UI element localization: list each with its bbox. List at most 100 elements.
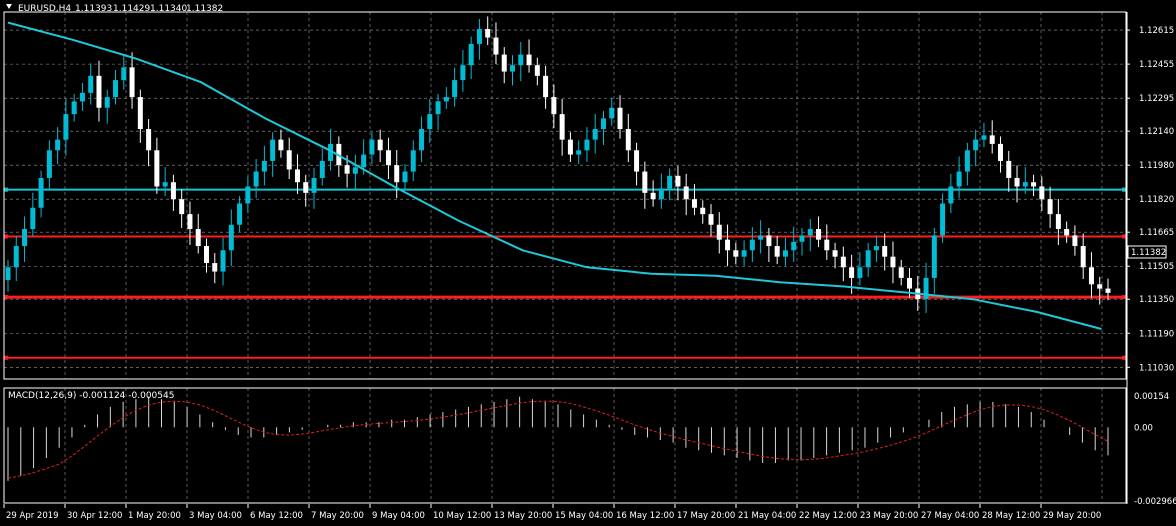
line-handle[interactable] bbox=[1122, 295, 1126, 300]
candle-body bbox=[708, 214, 714, 225]
candles bbox=[5, 16, 1111, 314]
time-tick-label: 16 May 12:00 bbox=[616, 511, 674, 521]
candle-body bbox=[1097, 284, 1103, 289]
ohlc-high: 1.11429 bbox=[113, 4, 150, 14]
candle-body bbox=[840, 256, 846, 268]
candle-body bbox=[799, 235, 805, 242]
price-tick-label: 1.11820 bbox=[1139, 195, 1174, 205]
candle-body bbox=[857, 267, 863, 278]
current-price-label: 1.11382 bbox=[1131, 248, 1166, 258]
candle-body bbox=[948, 186, 954, 204]
candle-body bbox=[402, 171, 408, 183]
candle-body bbox=[228, 224, 234, 251]
price-tick-label: 1.11505 bbox=[1139, 262, 1174, 272]
candle-body bbox=[245, 186, 251, 204]
candle-body bbox=[187, 214, 193, 230]
price-tick-label: 1.12455 bbox=[1139, 60, 1174, 70]
price-tick-label: 1.11665 bbox=[1139, 228, 1174, 238]
line-handle[interactable] bbox=[1122, 234, 1126, 239]
candle-body bbox=[964, 150, 970, 172]
macd-tick-label: 0.00 bbox=[1134, 423, 1153, 433]
candle-body bbox=[510, 65, 516, 72]
line-handle[interactable] bbox=[4, 355, 8, 360]
candle-body bbox=[518, 54, 524, 66]
candle-body bbox=[758, 235, 764, 240]
candle-body bbox=[981, 135, 987, 140]
candle-body bbox=[352, 167, 358, 174]
candle-body bbox=[311, 177, 317, 193]
candle-body bbox=[385, 150, 391, 166]
candle-body bbox=[270, 139, 276, 161]
candle-body bbox=[30, 207, 36, 230]
candle-body bbox=[410, 150, 416, 172]
macd-tick-label: -0.002966 bbox=[1134, 497, 1176, 507]
candle-body bbox=[683, 186, 689, 200]
candle-body bbox=[824, 239, 830, 251]
candle-body bbox=[261, 160, 267, 172]
candle-body bbox=[377, 139, 383, 151]
candle-body bbox=[791, 241, 797, 251]
candle-body bbox=[642, 171, 648, 193]
candle-body bbox=[774, 246, 780, 257]
candle-body bbox=[104, 97, 110, 108]
candle-body bbox=[675, 175, 681, 187]
candle-body bbox=[278, 139, 284, 151]
candle-body bbox=[1072, 235, 1078, 247]
candle-body bbox=[344, 165, 350, 174]
price-tick-label: 1.11980 bbox=[1139, 161, 1174, 171]
candle-body bbox=[443, 97, 449, 102]
candle-body bbox=[55, 139, 61, 151]
line-handle[interactable] bbox=[1122, 187, 1126, 192]
candle-body bbox=[592, 129, 598, 140]
time-tick-label: 15 May 04:00 bbox=[555, 511, 613, 521]
moving-average-line bbox=[7, 21, 1102, 330]
time-tick-label: 30 Apr 12:00 bbox=[67, 511, 122, 521]
candle-body bbox=[989, 135, 995, 144]
candle-body bbox=[394, 165, 400, 183]
candle-body bbox=[923, 277, 929, 300]
candle-body bbox=[849, 267, 855, 278]
candle-body bbox=[832, 250, 838, 257]
line-handle[interactable] bbox=[1122, 355, 1126, 360]
line-handle[interactable] bbox=[4, 295, 8, 300]
candle-body bbox=[741, 250, 747, 257]
candle-body bbox=[13, 246, 19, 268]
candle-body bbox=[319, 160, 325, 178]
current-price-box bbox=[1127, 245, 1167, 259]
candle-body bbox=[576, 150, 582, 155]
candle-body bbox=[501, 54, 507, 72]
candle-body bbox=[179, 199, 185, 215]
time-tick-label: 27 May 04:00 bbox=[921, 511, 979, 521]
candle-body bbox=[1031, 182, 1037, 187]
macd-histogram bbox=[7, 396, 1109, 481]
time-tick-label: 29 Apr 2019 bbox=[6, 511, 59, 521]
candle-body bbox=[1055, 214, 1061, 230]
candle-body bbox=[203, 246, 209, 264]
time-tick-label: 29 May 20:00 bbox=[1043, 511, 1101, 521]
candle-body bbox=[534, 65, 540, 76]
horizontal-lines[interactable] bbox=[4, 187, 1126, 360]
candle-body bbox=[1088, 267, 1094, 285]
macd-signal-line bbox=[7, 400, 1109, 479]
time-tick-label: 10 May 12:00 bbox=[433, 511, 491, 521]
candle-body bbox=[873, 246, 879, 251]
candle-body bbox=[1064, 229, 1070, 236]
line-handle[interactable] bbox=[4, 234, 8, 239]
time-tick-label: 9 May 04:00 bbox=[372, 511, 425, 521]
candle-body bbox=[1006, 160, 1012, 178]
candle-body bbox=[625, 129, 631, 151]
candle-body bbox=[162, 182, 168, 187]
price-panel-frame bbox=[3, 11, 1127, 380]
time-tick-label: 7 May 20:00 bbox=[311, 511, 364, 521]
candle-body bbox=[253, 171, 259, 187]
candle-body bbox=[766, 235, 772, 247]
candle-body bbox=[1080, 246, 1086, 268]
line-handle[interactable] bbox=[4, 187, 8, 192]
candle-body bbox=[907, 277, 913, 289]
candle-body bbox=[559, 114, 565, 140]
symbol-label: EURUSD,H4 bbox=[18, 4, 71, 14]
price-tick-label: 1.12140 bbox=[1139, 127, 1174, 137]
triangle-down-icon[interactable] bbox=[6, 4, 12, 9]
candle-body bbox=[220, 250, 226, 272]
